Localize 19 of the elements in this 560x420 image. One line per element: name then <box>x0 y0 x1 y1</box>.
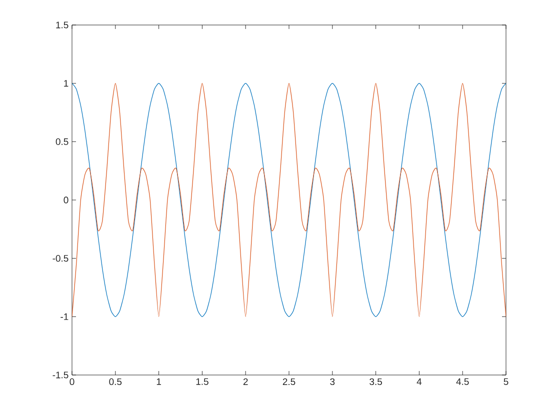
x-tick-label: 4.5 <box>456 378 469 385</box>
x-tick-label: 0 <box>70 378 74 386</box>
y-tick-label: 1.5 <box>56 22 68 28</box>
x-tick-label: 2 <box>243 378 248 385</box>
y-tick-label: -1.5 <box>52 372 68 378</box>
y-tick-label: 1 <box>64 80 68 87</box>
y-tick-label: -0.5 <box>52 254 68 262</box>
x-tick-label: 1.5 <box>196 378 208 385</box>
x-tick-label: 5 <box>504 378 508 385</box>
y-tick-label: 0 <box>64 196 68 204</box>
x-tick-label: 2.5 <box>282 378 296 386</box>
x-tick-label: 3.5 <box>370 378 382 386</box>
y-tick-label: -1 <box>60 313 68 320</box>
x-tick-label: 1 <box>156 378 161 385</box>
x-tick-label: 3 <box>330 378 335 386</box>
line-series <box>72 83 506 317</box>
y-tick-label: 0.5 <box>56 138 68 146</box>
x-tick-label: 0.5 <box>109 378 122 386</box>
x-tick-label: 4 <box>416 378 422 385</box>
